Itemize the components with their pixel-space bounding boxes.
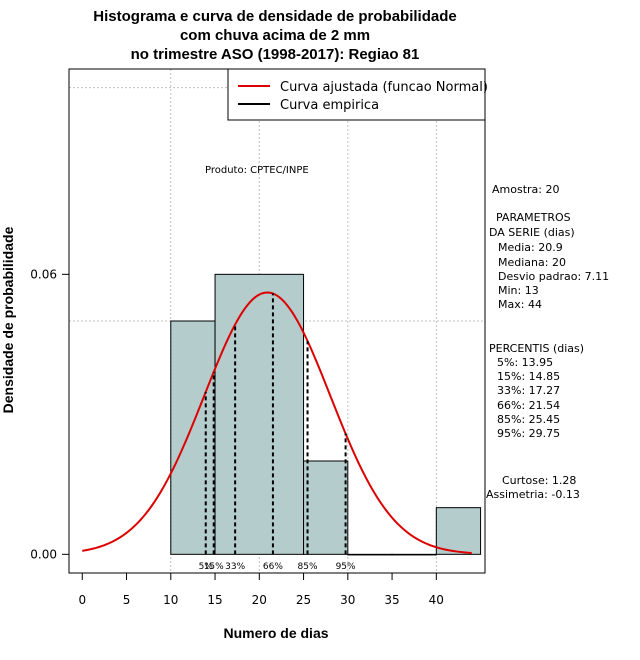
product-annotation: Produto: CPTEC/INPE xyxy=(205,165,309,176)
percentil-85: 85%: 25.45 xyxy=(497,413,560,426)
param-mediana: Mediana: 20 xyxy=(498,256,566,269)
percentile-label-33%: 33% xyxy=(225,562,245,572)
params-title-2: DA SERIE (dias) xyxy=(489,226,575,239)
param-max: Max: 44 xyxy=(498,298,542,311)
x-tick-label-5: 25 xyxy=(296,593,311,607)
y-axis: 0.00 0.06 xyxy=(30,267,70,561)
percentil-15: 15%: 14.85 xyxy=(497,370,560,383)
param-min: Min: 13 xyxy=(498,284,539,297)
percentile-label-66%: 66% xyxy=(263,562,283,572)
percentile-label-85%: 85% xyxy=(298,562,318,572)
params-title-1: PARAMETROS xyxy=(496,211,571,224)
stats-panel: Amostra: 20 PARAMETROS DA SERIE (dias) M… xyxy=(486,183,609,501)
percentile-label-95%: 95% xyxy=(336,562,356,572)
histogram-bars xyxy=(170,273,482,556)
percentile-lines xyxy=(204,293,347,555)
curtose: Curtose: 1.28 xyxy=(502,474,576,487)
x-tick-label-2: 10 xyxy=(163,593,178,607)
param-media: Media: 20.9 xyxy=(498,241,563,254)
histogram-bar-4 xyxy=(391,553,437,556)
percentis-title: PERCENTIS (dias) xyxy=(489,342,584,355)
x-tick-label-8: 40 xyxy=(429,593,444,607)
legend-label-normal: Curva ajustada (funcao Normal) xyxy=(280,80,488,95)
x-axis: 0 5 10 15 20 25 30 35 40 xyxy=(78,572,444,607)
histogram-bar-0 xyxy=(170,320,216,555)
histogram-bar-3 xyxy=(347,553,393,556)
normal-curve-line xyxy=(82,291,472,554)
percentile-label-15%: 15% xyxy=(204,562,224,572)
histogram-bar-5 xyxy=(435,507,482,555)
y-tick-label-1: 0.06 xyxy=(30,267,57,281)
chart-title-line-3: no trimestre ASO (1998-2017): Regiao 81 xyxy=(131,46,420,63)
percentil-33: 33%: 17.27 xyxy=(497,384,560,397)
percentil-5: 5%: 13.95 xyxy=(497,356,553,369)
y-tick-label-0: 0.00 xyxy=(30,547,57,561)
x-tick-label-6: 30 xyxy=(340,593,355,607)
y-axis-title: Densidade de probabilidade xyxy=(0,226,16,413)
legend-label-empirical: Curva empirica xyxy=(280,98,379,113)
x-tick-label-7: 35 xyxy=(384,593,399,607)
percentile-labels: 5%15% 33% 66% 85% 95% xyxy=(199,562,356,572)
param-desvio: Desvio padrao: 7.11 xyxy=(498,270,609,283)
x-tick-label-1: 5 xyxy=(123,593,131,607)
percentil-66: 66%: 21.54 xyxy=(497,399,560,412)
assimetria: Assimetria: -0.13 xyxy=(486,488,580,501)
legend: Curva ajustada (funcao Normal) Curva emp… xyxy=(227,68,488,121)
percentile-label-5%: 5% xyxy=(199,562,214,572)
x-tick-label-3: 15 xyxy=(207,593,222,607)
chart-title-line-2: com chuva acima de 2 mm xyxy=(180,27,370,44)
x-tick-label-4: 20 xyxy=(252,593,267,607)
normal-curve xyxy=(82,291,472,554)
histogram-bar-2 xyxy=(303,460,349,555)
histogram-bar-1 xyxy=(214,273,305,555)
sample-size: Amostra: 20 xyxy=(492,183,559,196)
chart-title-line-1: Histograma e curva de densidade de proba… xyxy=(93,8,456,25)
x-axis-title: Numero de dias xyxy=(223,625,328,641)
legend-box xyxy=(227,68,486,121)
x-tick-label-0: 0 xyxy=(78,593,86,607)
percentil-95: 95%: 29.75 xyxy=(497,427,560,440)
